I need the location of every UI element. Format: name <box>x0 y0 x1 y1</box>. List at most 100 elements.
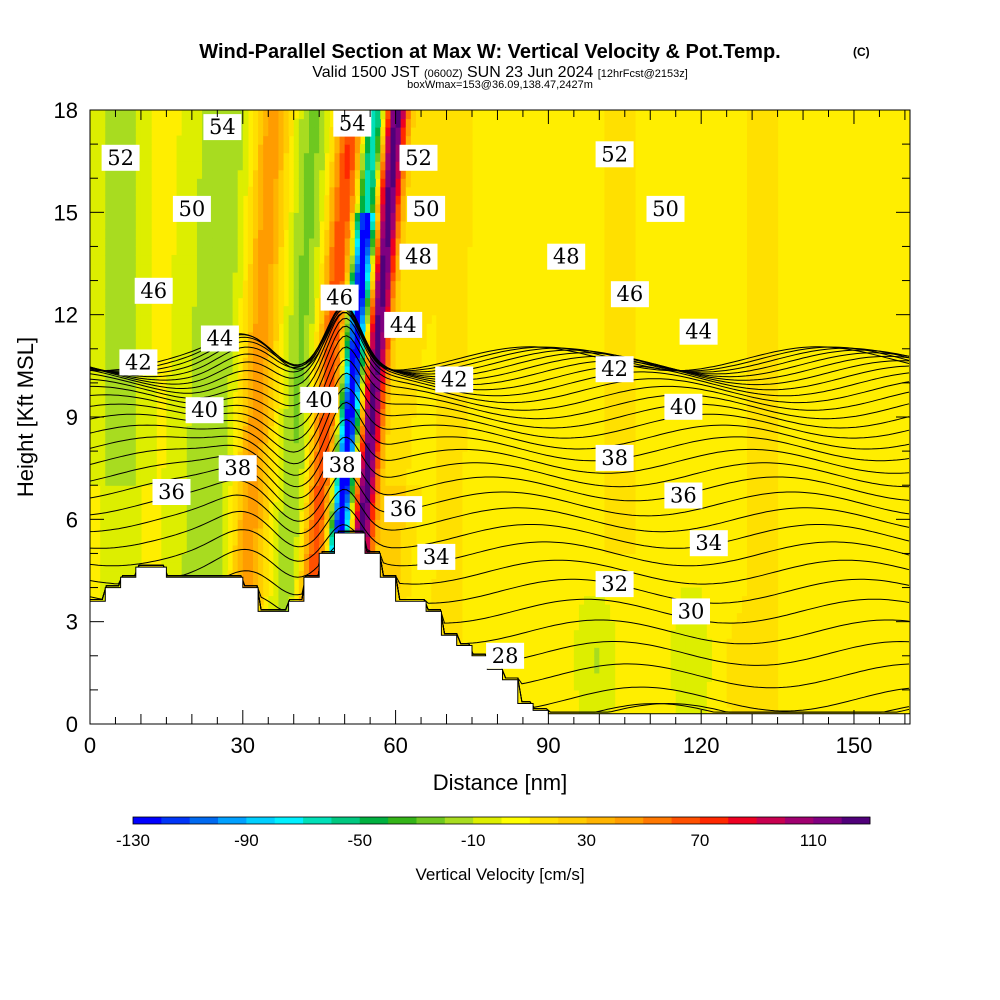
w-cell <box>609 664 616 674</box>
w-cell <box>319 348 325 358</box>
w-cell <box>207 178 213 188</box>
w-cell <box>395 289 402 299</box>
w-cell <box>105 306 111 316</box>
w-cell <box>288 519 295 529</box>
w-cell <box>293 280 300 290</box>
w-cell <box>298 485 305 495</box>
w-cell <box>181 246 188 256</box>
w-cell <box>293 425 300 435</box>
w-cell <box>339 246 346 256</box>
w-cell <box>354 425 361 435</box>
w-cell <box>446 186 453 196</box>
w-cell <box>619 323 626 333</box>
w-cell <box>319 323 325 333</box>
w-cell <box>212 519 218 529</box>
w-cell <box>614 544 621 555</box>
w-cell <box>278 570 285 580</box>
w-cell <box>303 169 310 179</box>
w-cell <box>339 212 346 222</box>
w-cell <box>380 493 386 503</box>
w-cell <box>120 553 127 563</box>
w-cell <box>344 348 351 358</box>
w-cell <box>436 399 443 410</box>
w-cell <box>115 408 122 418</box>
w-cell <box>303 425 310 435</box>
w-cell <box>573 681 580 691</box>
w-cell <box>380 485 386 495</box>
w-cell <box>578 630 585 640</box>
w-cell <box>314 374 320 384</box>
w-cell <box>451 314 458 324</box>
w-cell <box>263 579 269 589</box>
w-cell <box>584 596 590 606</box>
w-cell <box>100 118 106 128</box>
w-cell <box>354 485 361 495</box>
w-cell <box>456 323 463 333</box>
w-cell <box>298 451 305 461</box>
w-cell <box>151 382 157 393</box>
w-cell <box>395 570 402 580</box>
w-cell <box>451 485 458 495</box>
w-cell <box>619 254 626 265</box>
w-cell <box>451 630 458 640</box>
w-cell <box>227 186 234 196</box>
w-cell <box>181 289 188 299</box>
w-cell <box>191 527 198 537</box>
w-cell <box>115 289 122 299</box>
w-cell <box>110 493 117 503</box>
w-cell <box>298 237 305 248</box>
w-cell <box>100 561 106 572</box>
w-cell <box>365 203 371 213</box>
w-cell <box>629 527 636 537</box>
w-cell <box>90 417 96 427</box>
w-cell <box>95 152 101 162</box>
w-cell <box>283 502 290 512</box>
w-cell <box>288 340 295 350</box>
copyright-mark: (C) <box>853 45 870 59</box>
w-cell <box>181 280 188 290</box>
w-cell <box>436 348 443 358</box>
w-cell <box>619 110 626 120</box>
w-cell <box>283 519 290 529</box>
w-cell <box>283 144 290 154</box>
w-cell <box>242 118 249 128</box>
w-cell <box>278 289 285 299</box>
w-cell <box>380 289 386 299</box>
w-cell <box>451 468 458 478</box>
w-cell <box>232 314 239 324</box>
w-cell <box>370 442 376 452</box>
w-cell <box>171 417 178 427</box>
w-cell <box>125 127 132 137</box>
w-cell <box>395 280 402 290</box>
w-cell <box>451 186 458 196</box>
w-cell <box>314 468 320 478</box>
w-cell <box>130 289 137 299</box>
w-cell <box>263 229 269 239</box>
w-cell <box>436 314 443 324</box>
w-cell <box>207 161 213 171</box>
w-cell <box>334 348 341 358</box>
w-cell <box>278 408 285 418</box>
w-cell <box>334 323 341 333</box>
w-cell <box>242 485 249 495</box>
w-cell <box>232 374 239 384</box>
w-cell <box>212 570 218 580</box>
w-cell <box>181 220 188 230</box>
w-cell <box>191 434 198 444</box>
w-cell <box>105 229 111 239</box>
w-cell <box>466 237 473 248</box>
w-cell <box>461 357 468 367</box>
w-cell <box>624 399 631 410</box>
w-cell <box>293 118 300 128</box>
w-cell <box>604 195 611 205</box>
w-cell <box>298 280 305 290</box>
w-cell <box>115 246 122 256</box>
w-cell <box>273 536 280 546</box>
w-cell <box>202 544 208 555</box>
w-cell <box>181 536 188 546</box>
w-cell <box>166 451 173 461</box>
w-cell <box>370 331 376 341</box>
w-cell <box>258 596 264 606</box>
w-cell <box>334 527 341 537</box>
w-cell <box>140 203 147 213</box>
